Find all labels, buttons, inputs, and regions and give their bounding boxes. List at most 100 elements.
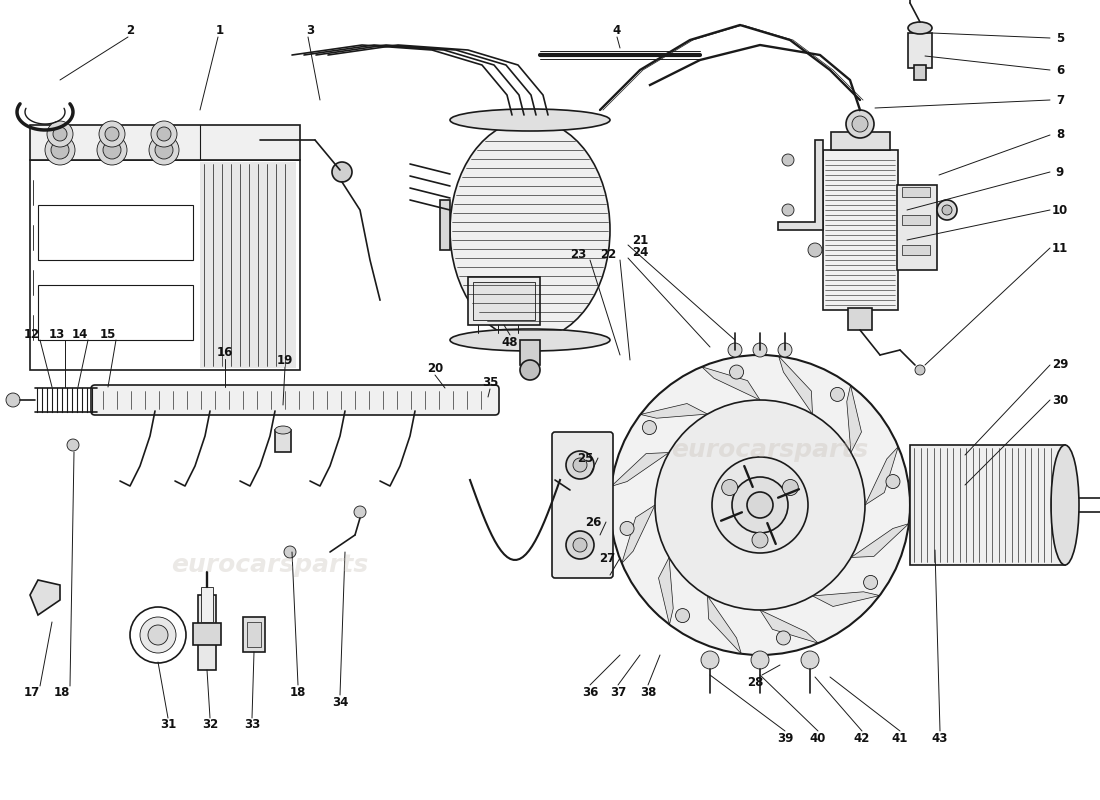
Text: 35: 35 [482,375,498,389]
Text: 26: 26 [585,515,602,529]
Text: 14: 14 [72,329,88,342]
Text: 38: 38 [640,686,657,698]
Circle shape [752,532,768,548]
Bar [896,185,937,270]
Circle shape [610,355,910,655]
Circle shape [573,538,587,552]
Circle shape [620,522,634,535]
Circle shape [777,631,791,645]
Polygon shape [702,366,760,400]
Circle shape [782,479,799,495]
Circle shape [722,479,738,495]
Text: 2: 2 [125,23,134,37]
Text: eurocarsparts: eurocarsparts [172,553,368,577]
Text: 16: 16 [217,346,233,358]
Circle shape [751,651,769,669]
Polygon shape [813,592,880,606]
Ellipse shape [908,22,932,34]
Circle shape [801,651,820,669]
Text: 23: 23 [570,249,586,262]
Bar [39,205,192,260]
Text: 32: 32 [202,718,218,731]
Text: 21: 21 [631,234,648,246]
Text: 25: 25 [576,451,593,465]
Circle shape [103,141,121,159]
Text: 36: 36 [582,686,598,698]
Text: 48: 48 [502,335,518,349]
Circle shape [782,154,794,166]
FancyBboxPatch shape [91,385,499,415]
Bar [914,65,926,80]
Text: 28: 28 [747,675,763,689]
Bar [440,200,450,250]
Bar [910,445,1065,565]
Bar [520,340,540,365]
Text: 3: 3 [306,23,315,37]
Text: 18: 18 [54,686,70,698]
Text: 42: 42 [854,731,870,745]
Bar [902,215,930,225]
Polygon shape [30,580,60,615]
Circle shape [864,575,878,590]
Circle shape [155,141,173,159]
Ellipse shape [1050,445,1079,565]
Polygon shape [778,140,823,230]
Text: 7: 7 [1056,94,1064,106]
Bar [908,33,932,68]
Circle shape [51,141,69,159]
Text: 43: 43 [932,731,948,745]
Circle shape [675,609,690,622]
Circle shape [67,439,79,451]
Bar [902,245,930,255]
Circle shape [782,204,794,216]
Text: 1: 1 [216,23,224,37]
Ellipse shape [450,109,610,131]
Text: 39: 39 [777,731,793,745]
Circle shape [520,360,540,380]
Polygon shape [865,446,899,505]
Text: 27: 27 [598,551,615,565]
Circle shape [53,127,67,141]
Polygon shape [640,403,707,418]
Text: 24: 24 [631,246,648,258]
Circle shape [97,135,126,165]
Bar [902,187,930,197]
Text: 11: 11 [1052,242,1068,254]
Text: 6: 6 [1056,63,1064,77]
Text: 37: 37 [609,686,626,698]
Text: 31: 31 [160,718,176,731]
Text: 40: 40 [810,731,826,745]
Text: 4: 4 [613,23,621,37]
Circle shape [886,474,900,489]
Text: 41: 41 [892,731,909,745]
Bar [243,617,265,652]
Polygon shape [621,505,654,563]
Text: eurocarsparts: eurocarsparts [671,438,869,462]
Bar [830,132,890,150]
Bar [200,162,296,368]
Text: 18: 18 [289,686,306,698]
Circle shape [284,546,296,558]
Circle shape [701,651,719,669]
Bar [192,623,221,645]
Polygon shape [760,610,818,643]
Circle shape [47,121,73,147]
Ellipse shape [450,329,610,351]
Text: 8: 8 [1056,129,1064,142]
Ellipse shape [450,120,610,340]
Circle shape [566,531,594,559]
Circle shape [654,400,865,610]
Text: 10: 10 [1052,203,1068,217]
Circle shape [937,200,957,220]
Text: 15: 15 [100,329,117,342]
Bar [823,150,898,310]
Circle shape [846,110,874,138]
Text: 29: 29 [1052,358,1068,371]
Circle shape [148,135,179,165]
Bar [248,622,261,647]
Circle shape [642,421,657,434]
Circle shape [942,205,952,215]
FancyBboxPatch shape [552,432,613,578]
Circle shape [852,116,868,132]
Text: 20: 20 [427,362,443,374]
